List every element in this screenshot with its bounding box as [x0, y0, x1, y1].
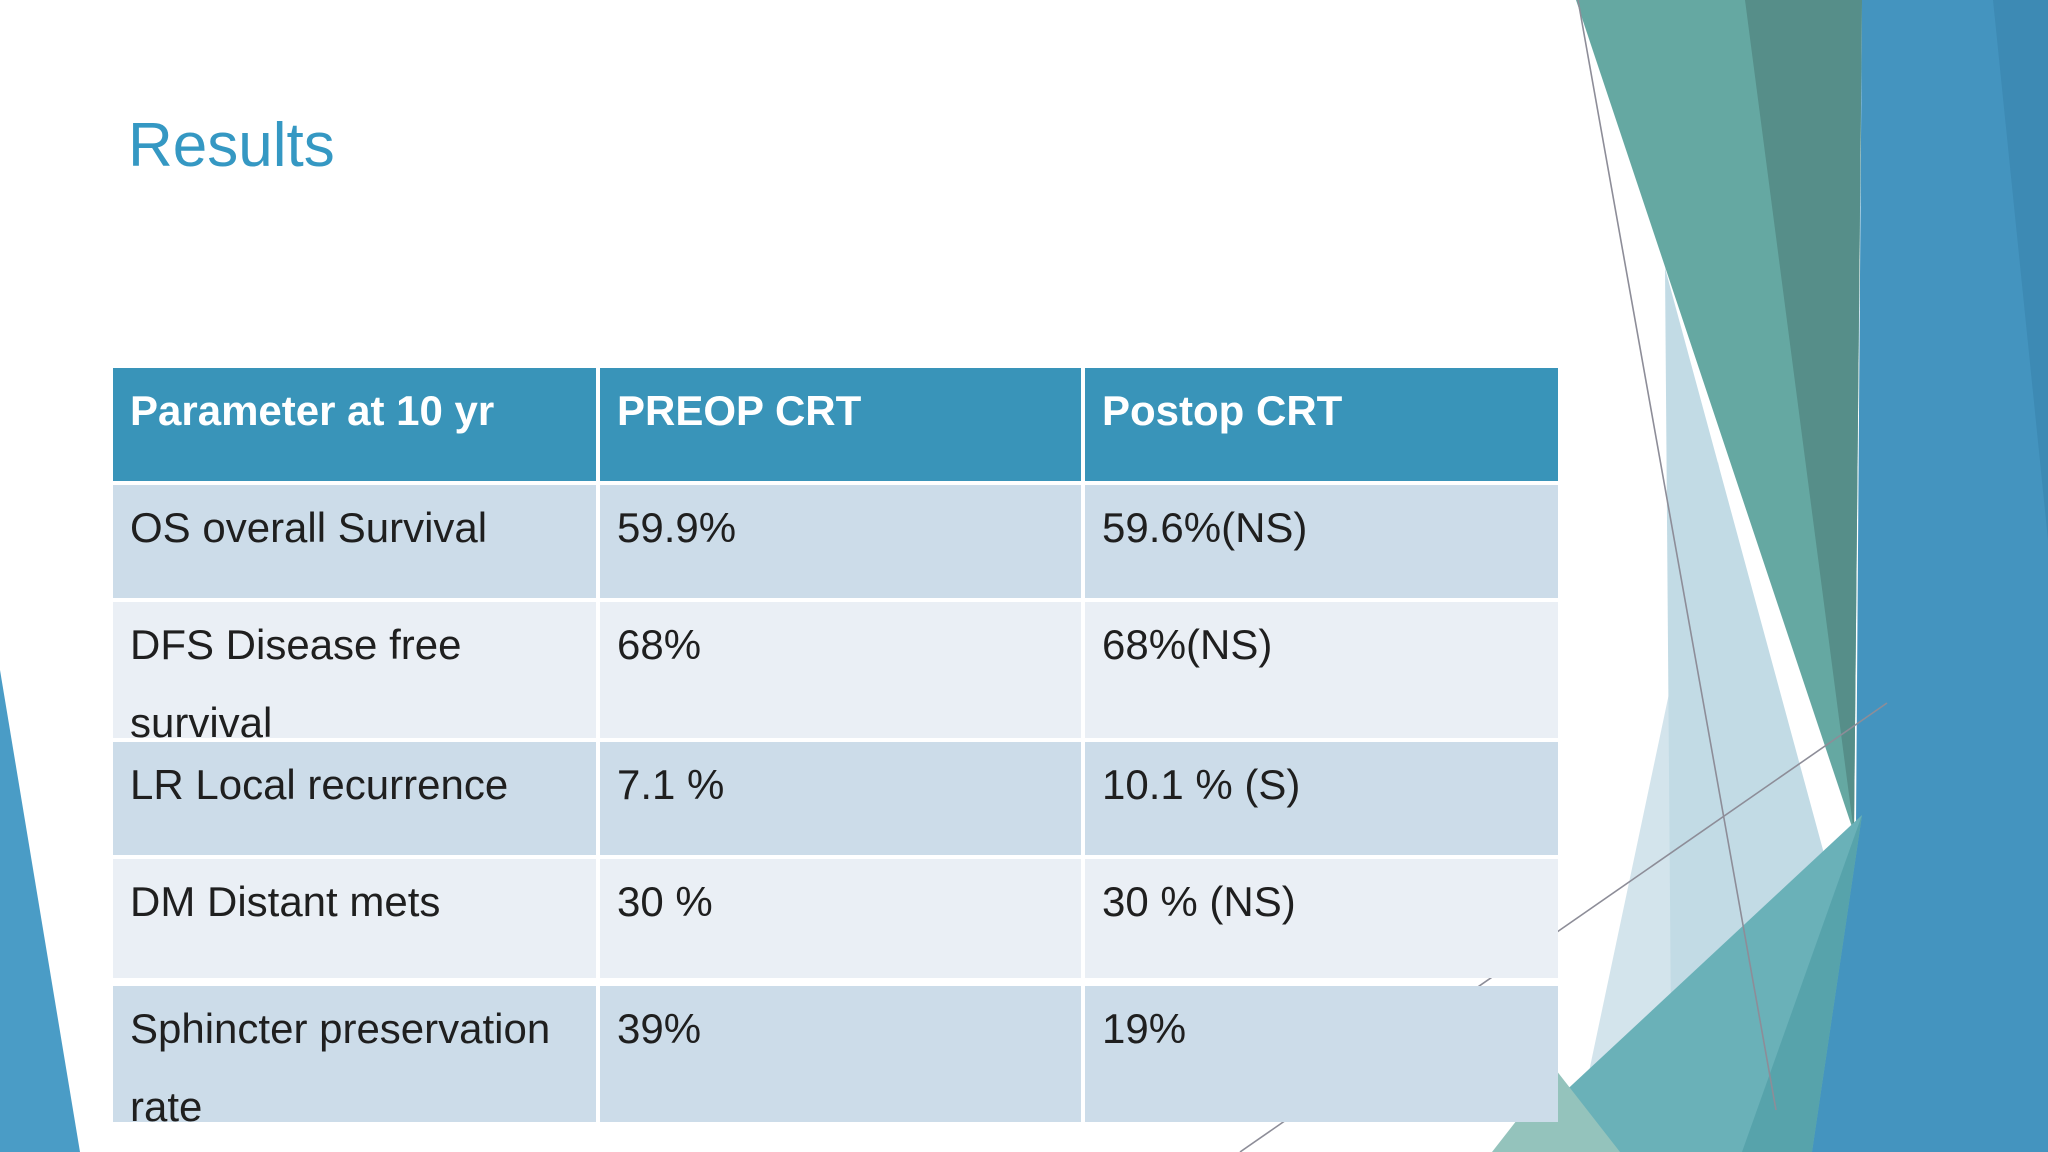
decor-blue-field — [1810, 0, 2048, 1152]
preop-cell: 39% — [600, 986, 1081, 1122]
postop-cell: 10.1 % (S) — [1085, 742, 1558, 855]
table-row: LR Local recurrence 7.1 % 10.1 % (S) — [113, 742, 1558, 855]
header-cell-parameter: Parameter at 10 yr — [113, 368, 596, 481]
preop-cell: 7.1 % — [600, 742, 1081, 855]
decor-turquoise-triangle — [1500, 815, 1862, 1152]
preop-cell: 30 % — [600, 859, 1081, 978]
table-row: OS overall Survival 59.9% 59.6%(NS) — [113, 485, 1558, 598]
slide-title: Results — [128, 111, 335, 180]
postop-cell: 68%(NS) — [1085, 602, 1558, 738]
param-cell: OS overall Survival — [113, 485, 596, 598]
table-row: Sphincter preservation rate 39% 19% — [113, 986, 1558, 1122]
decor-corner-triangle — [0, 670, 80, 1152]
postop-cell: 30 % (NS) — [1085, 859, 1558, 978]
decor-diagonal-line-steep — [1577, 0, 1777, 1111]
table-header-row: Parameter at 10 yr PREOP CRT Postop CRT — [113, 368, 1558, 481]
decor-turquoise-dark-band — [1742, 815, 1862, 1152]
param-cell: Sphincter preservation rate — [113, 986, 596, 1122]
header-cell-postop: Postop CRT — [1085, 368, 1558, 481]
table-row: DM Distant mets 30 % 30 % (NS) — [113, 859, 1558, 978]
param-cell: LR Local recurrence — [113, 742, 596, 855]
decor-teal-dark-wedge — [1745, 0, 1862, 833]
postop-cell: 59.6%(NS) — [1085, 485, 1558, 598]
param-cell: DM Distant mets — [113, 859, 596, 978]
param-cell: DFS Disease free survival — [113, 602, 596, 738]
postop-cell: 19% — [1085, 986, 1558, 1122]
preop-cell: 68% — [600, 602, 1081, 738]
header-cell-preop: PREOP CRT — [600, 368, 1081, 481]
preop-cell: 59.9% — [600, 485, 1081, 598]
decor-blue-dark-band — [1993, 0, 2048, 540]
table-row: DFS Disease free survival 68% 68%(NS) — [113, 602, 1558, 738]
results-table: Parameter at 10 yr PREOP CRT Postop CRT … — [113, 368, 1558, 1122]
